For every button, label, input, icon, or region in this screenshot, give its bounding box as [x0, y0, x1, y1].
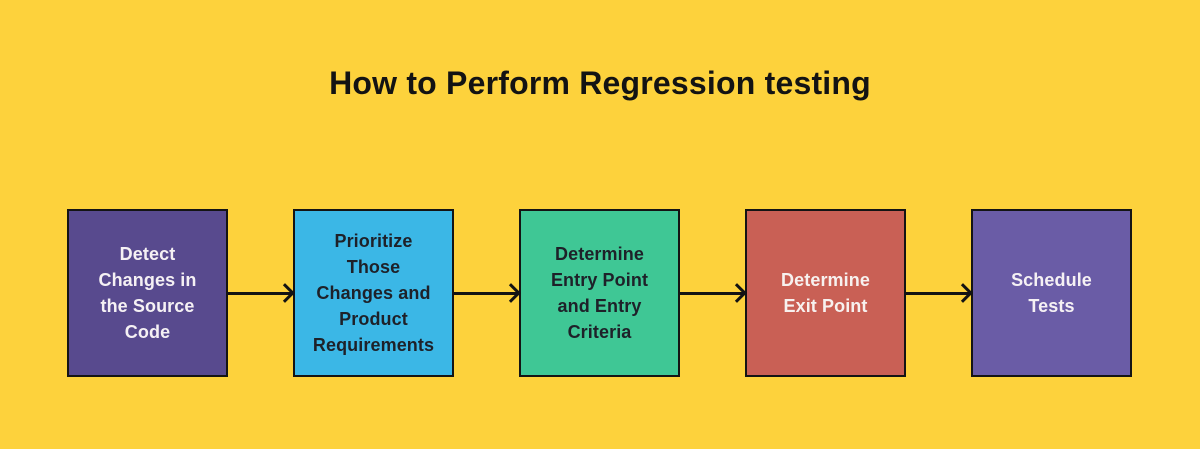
flow-arrow	[906, 291, 971, 295]
flow-arrow	[454, 291, 519, 295]
flow-step-label: Prioritize Those Changes and Product Req…	[312, 231, 435, 355]
flow-step-schedule-tests: Schedule Tests	[971, 209, 1132, 377]
flow-arrow	[228, 291, 293, 295]
flow-arrow	[680, 291, 745, 295]
page-title: How to Perform Regression testing	[329, 65, 871, 101]
flow-step-label: Determine Entry Point and Entry Criteria	[550, 244, 649, 342]
flow-step-label: Detect Changes in the Source Code	[98, 244, 197, 342]
flow-step-exit-point: Determine Exit Point	[745, 209, 906, 377]
flow-step-label: Schedule Tests	[1011, 270, 1092, 316]
flow-step-prioritize-changes: Prioritize Those Changes and Product Req…	[293, 209, 454, 377]
flow-step-label: Determine Exit Point	[781, 270, 870, 316]
flow-step-detect-changes: Detect Changes in the Source Code	[67, 209, 228, 377]
flow-step-entry-point: Determine Entry Point and Entry Criteria	[519, 209, 680, 377]
flowchart: Detect Changes in the Source Code Priori…	[67, 209, 1132, 377]
